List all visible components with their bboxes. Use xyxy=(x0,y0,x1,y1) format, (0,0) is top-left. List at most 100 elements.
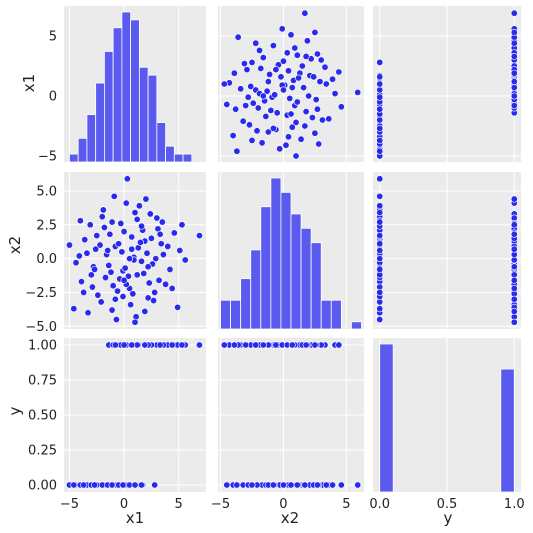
panel-layer: 50−55.02.50.0−2.5−5.01.000.750.500.250.0… xyxy=(25,6,525,512)
scatter-point xyxy=(269,124,277,132)
scatter-point xyxy=(131,318,139,326)
histogram-bar xyxy=(121,11,132,163)
scatter-point xyxy=(230,341,238,349)
histogram-bar xyxy=(230,299,242,330)
scatter-point xyxy=(98,213,106,221)
scatter-point xyxy=(128,341,136,349)
panel-x2-vs-x1 xyxy=(64,172,206,329)
scatter-point xyxy=(302,341,310,349)
scatter-point xyxy=(301,481,309,489)
scatter-point xyxy=(297,135,305,143)
x-tick-label: 0.5 xyxy=(437,497,458,512)
scatter-point xyxy=(75,252,83,260)
y-tick-label: 0.25 xyxy=(28,444,57,459)
scatter-point xyxy=(510,39,518,47)
x-tick-label: 0 xyxy=(120,497,128,512)
scatter-point xyxy=(144,294,152,302)
x-tick-label: 0.0 xyxy=(369,497,390,512)
y-tick-label: −5.0 xyxy=(25,320,57,335)
scatter-point xyxy=(97,298,105,306)
histogram-bar xyxy=(173,153,184,163)
scatter-point xyxy=(115,240,123,248)
y-axis-label-y: y xyxy=(6,406,24,415)
scatter-point xyxy=(510,9,518,17)
panel-x1-vs-x1 xyxy=(64,6,206,163)
scatter-point xyxy=(510,230,518,238)
scatter-point xyxy=(140,270,148,278)
panel-x1-vs-y xyxy=(373,6,521,162)
scatter-point xyxy=(329,481,337,489)
scatter-point xyxy=(166,265,174,273)
scatter-point xyxy=(108,306,116,314)
scatter-point xyxy=(510,263,518,271)
scatter-point xyxy=(376,218,384,226)
scatter-point xyxy=(376,73,384,81)
scatter-point xyxy=(259,92,267,100)
scatter-point xyxy=(138,222,146,230)
x-axis-label-y: y xyxy=(444,509,453,527)
scatter-point xyxy=(259,341,267,349)
scatter-point xyxy=(284,67,292,75)
y-tick-label: 2.5 xyxy=(36,218,57,233)
histogram-bar xyxy=(300,227,312,330)
scatter-point xyxy=(112,316,120,324)
scatter-point xyxy=(510,221,518,229)
histogram-bar xyxy=(260,206,272,330)
scatter-point xyxy=(510,78,518,86)
scatter-point xyxy=(70,481,78,489)
scatter-point xyxy=(77,278,85,286)
y-tick-label: 0.0 xyxy=(36,252,57,267)
scatter-point xyxy=(322,80,330,88)
scatter-point xyxy=(510,69,518,77)
panel-y-vs-y xyxy=(373,338,521,493)
scatter-point xyxy=(233,481,241,489)
scatter-point xyxy=(322,481,330,489)
scatter-point xyxy=(195,232,203,240)
scatter-point xyxy=(220,341,228,349)
scatter-point xyxy=(376,265,384,273)
scatter-point xyxy=(155,276,163,284)
x-tick-label: 5 xyxy=(342,497,350,512)
scatter-point xyxy=(510,195,518,203)
scatter-point xyxy=(376,93,384,101)
scatter-point xyxy=(293,98,301,106)
scatter-point xyxy=(266,70,274,78)
scatter-point xyxy=(301,122,309,130)
panel-y-vs-x1 xyxy=(64,338,206,492)
scatter-point xyxy=(311,129,319,137)
scatter-point xyxy=(153,214,161,222)
scatter-point xyxy=(510,92,518,100)
scatter-point xyxy=(133,271,141,279)
scatter-point xyxy=(279,57,287,65)
histogram-bar xyxy=(270,177,282,330)
histogram-bar xyxy=(220,299,231,330)
scatter-point xyxy=(295,74,303,82)
scatter-point xyxy=(91,481,99,489)
scatter-point xyxy=(376,288,384,296)
histogram-bar xyxy=(69,153,79,163)
scatter-point xyxy=(311,28,319,36)
scatter-point xyxy=(178,221,186,229)
scatter-point xyxy=(376,232,384,240)
scatter-point xyxy=(376,316,384,324)
scatter-point xyxy=(302,52,310,60)
scatter-point xyxy=(259,54,267,62)
scatter-point xyxy=(81,236,89,244)
scatter-point xyxy=(376,80,384,88)
scatter-point xyxy=(234,33,242,41)
scatter-point xyxy=(376,192,384,200)
x-axis-label-x2: x2 xyxy=(281,509,299,527)
scatter-point xyxy=(141,307,149,315)
histogram-bar xyxy=(280,191,292,330)
scatter-point xyxy=(267,106,275,114)
scatter-point xyxy=(301,9,309,17)
scatter-point xyxy=(376,202,384,210)
scatter-point xyxy=(129,290,137,298)
scatter-point xyxy=(133,215,141,223)
scatter-point xyxy=(152,255,160,263)
scatter-point xyxy=(109,282,117,290)
scatter-point xyxy=(335,341,343,349)
scatter-point xyxy=(354,481,362,489)
scatter-point xyxy=(315,140,323,148)
histogram-bar xyxy=(77,137,88,163)
